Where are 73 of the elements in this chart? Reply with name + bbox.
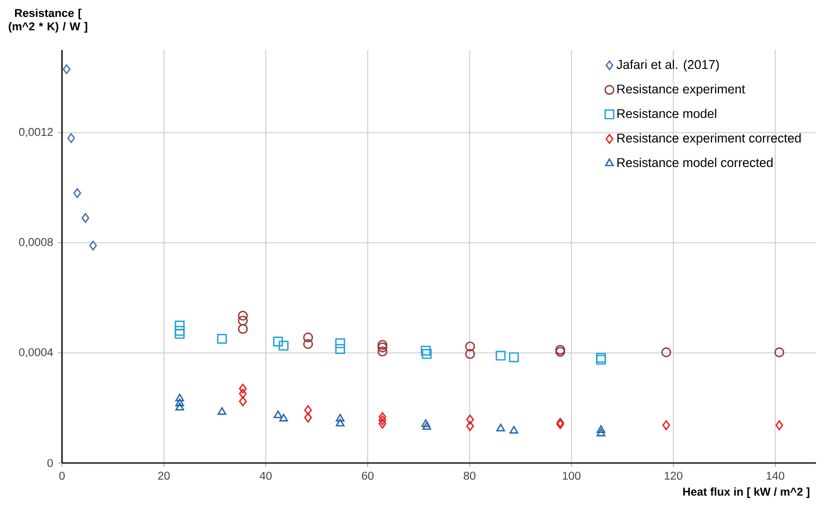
point bbox=[510, 426, 518, 434]
point bbox=[274, 410, 282, 418]
point bbox=[465, 342, 476, 352]
point bbox=[378, 418, 386, 429]
x-tick-label: 20 bbox=[158, 472, 170, 480]
point bbox=[596, 428, 606, 436]
point bbox=[420, 346, 431, 356]
point bbox=[273, 336, 283, 347]
point bbox=[217, 334, 227, 344]
x-axis-title: Heat flux in [ kW / m^2 ] bbox=[683, 487, 810, 498]
point bbox=[73, 188, 82, 198]
point bbox=[496, 424, 506, 432]
point bbox=[238, 384, 247, 394]
point bbox=[238, 396, 247, 406]
point bbox=[336, 418, 345, 426]
point bbox=[774, 347, 784, 358]
point bbox=[218, 407, 226, 415]
point bbox=[378, 412, 386, 422]
point bbox=[508, 352, 519, 362]
point bbox=[336, 414, 345, 422]
y-tick-label: 0,0008 bbox=[19, 238, 53, 248]
legend-label: Resistance experiment corrected bbox=[617, 133, 801, 146]
point bbox=[174, 326, 185, 336]
point bbox=[303, 339, 314, 349]
y-axis-title: Resistance [ (m^2 * K) / W ] bbox=[8, 8, 88, 33]
point bbox=[175, 398, 184, 406]
x-tick-label: 80 bbox=[464, 472, 476, 480]
point bbox=[378, 340, 388, 350]
x-tick-label: 120 bbox=[664, 472, 682, 480]
point bbox=[596, 425, 606, 434]
point bbox=[661, 347, 672, 358]
legend-label: Resistance experiment bbox=[617, 84, 746, 96]
point bbox=[174, 328, 185, 339]
x-tick-label: 60 bbox=[362, 472, 374, 480]
point bbox=[238, 324, 248, 334]
point bbox=[304, 405, 312, 416]
point bbox=[335, 344, 346, 354]
point bbox=[89, 240, 97, 250]
point bbox=[662, 420, 670, 430]
point bbox=[378, 415, 386, 426]
x-tick-label: 40 bbox=[260, 472, 272, 480]
point bbox=[82, 213, 90, 223]
point bbox=[775, 420, 784, 430]
point bbox=[238, 316, 248, 326]
point bbox=[175, 402, 184, 410]
point bbox=[466, 414, 474, 424]
point bbox=[422, 349, 432, 359]
legend-label: Resistance model corrected bbox=[617, 158, 773, 168]
point bbox=[303, 332, 314, 342]
point bbox=[279, 414, 288, 422]
point bbox=[465, 349, 476, 359]
point bbox=[335, 338, 346, 348]
x-tick-label: 140 bbox=[766, 472, 784, 480]
point bbox=[421, 419, 430, 427]
legend-label: Jafari et al. (2017) bbox=[616, 60, 719, 72]
point bbox=[378, 342, 388, 352]
point bbox=[175, 394, 184, 402]
point bbox=[422, 422, 432, 430]
point bbox=[238, 388, 247, 399]
point bbox=[466, 421, 474, 432]
point bbox=[238, 310, 248, 321]
x-tick-label: 100 bbox=[562, 472, 580, 480]
y-tick-label: 0,0012 bbox=[19, 128, 53, 138]
point bbox=[496, 350, 506, 361]
x-tick-label: 0 bbox=[59, 472, 65, 480]
point bbox=[67, 133, 76, 144]
y-tick-label: 0 bbox=[47, 458, 53, 468]
point bbox=[278, 340, 289, 351]
legend-label: Resistance model bbox=[617, 108, 716, 118]
point bbox=[378, 346, 388, 356]
point bbox=[304, 412, 312, 423]
point bbox=[62, 64, 70, 74]
y-tick-label: 0,0004 bbox=[19, 348, 53, 358]
